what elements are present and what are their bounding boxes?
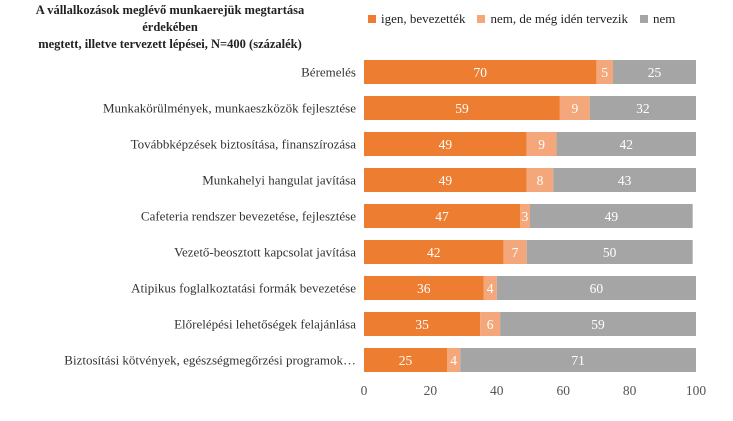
bar-segment <box>559 96 590 120</box>
data-label: 49 <box>605 209 619 224</box>
x-tick-label: 0 <box>361 383 368 398</box>
bar-segment <box>364 312 481 336</box>
category-label: Atipikus foglalkoztatási formák bevezeté… <box>131 281 356 296</box>
bar-segment <box>483 276 497 300</box>
bar-segment <box>447 348 461 372</box>
bar-segment <box>364 348 447 372</box>
category-label: Továbbképzések biztosítása, finanszírozá… <box>131 137 357 152</box>
data-label: 42 <box>620 137 634 152</box>
data-label: 42 <box>427 245 441 260</box>
legend-label-nem: nem <box>653 11 676 26</box>
chart-title: A vállalkozások meglévő munkaerejük megt… <box>10 2 330 53</box>
legend-item-tervezik: nem, de még idén tervezik <box>477 11 628 27</box>
data-label: 5 <box>601 65 608 80</box>
bar-segment <box>364 96 560 120</box>
data-label: 43 <box>618 173 632 188</box>
x-tick-label: 100 <box>686 383 707 398</box>
data-label: 32 <box>636 101 650 116</box>
bar-segment <box>553 168 696 192</box>
data-label: 49 <box>439 173 453 188</box>
category-label: Cafeteria rendszer bevezetése, fejleszté… <box>141 209 356 224</box>
data-label: 50 <box>603 245 617 260</box>
legend-swatch-igen <box>368 15 376 23</box>
chart-title-line-1: A vállalkozások meglévő munkaerejük megt… <box>35 3 305 34</box>
bar-segment <box>364 168 527 192</box>
data-label: 7 <box>512 245 519 260</box>
data-label: 49 <box>439 137 453 152</box>
category-label: Munkakörülmények, munkaeszközök fejleszt… <box>103 101 356 116</box>
legend: igen, bevezették nem, de még idén tervez… <box>368 11 687 27</box>
bar-segment <box>364 204 521 228</box>
x-tick-label: 80 <box>623 383 637 398</box>
legend-label-tervezik: nem, de még idén tervezik <box>490 11 628 26</box>
data-label: 4 <box>450 353 457 368</box>
data-label: 59 <box>455 101 469 116</box>
data-label: 6 <box>487 317 494 332</box>
bar-segment <box>480 312 501 336</box>
bar-segment <box>496 276 696 300</box>
x-tick-label: 20 <box>424 383 438 398</box>
bar-segment <box>503 240 527 264</box>
bar-segment <box>364 240 504 264</box>
x-tick-label: 60 <box>556 383 570 398</box>
legend-label-igen: igen, bevezették <box>381 11 466 26</box>
bar-segment <box>596 60 613 84</box>
data-label: 25 <box>399 353 413 368</box>
category-label: Munkahelyi hangulat javítása <box>202 173 356 188</box>
x-tick-label: 40 <box>490 383 504 398</box>
data-label: 9 <box>538 137 545 152</box>
data-label: 70 <box>473 65 487 80</box>
data-label: 4 <box>487 281 494 296</box>
data-label: 35 <box>415 317 429 332</box>
bar-segment <box>526 168 554 192</box>
bar-segment <box>364 276 484 300</box>
bar-segment <box>364 60 597 84</box>
data-label: 25 <box>648 65 662 80</box>
legend-item-igen: igen, bevezették <box>368 11 465 27</box>
data-label: 47 <box>435 209 449 224</box>
bar-segment <box>589 96 696 120</box>
category-label: Béremelés <box>301 65 356 80</box>
data-label: 71 <box>571 353 585 368</box>
chart-title-line-2: megtett, illetve tervezett lépései, N=40… <box>38 37 302 51</box>
category-label: Előrelépési lehetőségek felajánlása <box>174 317 356 332</box>
bar-segment <box>520 204 530 228</box>
legend-swatch-tervezik <box>477 15 486 23</box>
category-label: Biztosítási kötvények, egészségmegőrzési… <box>64 353 356 368</box>
data-label: 36 <box>417 281 431 296</box>
data-label: 59 <box>591 317 605 332</box>
bar-segment <box>613 60 696 84</box>
legend-swatch-nem <box>640 15 648 23</box>
data-label: 60 <box>590 281 604 296</box>
data-label: 8 <box>537 173 544 188</box>
bar-segment <box>526 240 693 264</box>
bar-segment <box>530 204 693 228</box>
bar-segment <box>526 132 557 156</box>
category-label: Vezető-beosztott kapcsolat javítása <box>174 245 356 260</box>
bar-segment <box>500 312 696 336</box>
data-label: 3 <box>522 209 529 224</box>
data-label: 9 <box>571 101 578 116</box>
legend-item-nem: nem <box>640 11 675 27</box>
bar-segment <box>460 348 696 372</box>
bar-segment <box>556 132 696 156</box>
bar-segment <box>364 132 527 156</box>
